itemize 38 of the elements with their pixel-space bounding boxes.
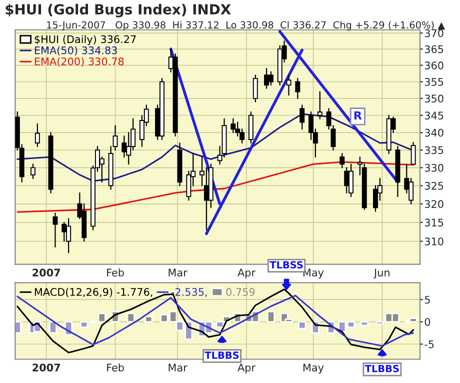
x-tick-label: May	[303, 364, 324, 374]
x-tick-label: 2007	[32, 364, 60, 372]
y-tick-label: 350	[424, 94, 444, 103]
x-tick-label: Apr	[238, 268, 256, 279]
y-tick-label: 315	[424, 218, 444, 227]
y-tick-label: 365	[424, 45, 444, 54]
y-tick-label: 370	[424, 29, 444, 38]
y-tick-label: 325	[424, 182, 444, 190]
legend-label: EMA(200) 330.78	[34, 57, 124, 67]
annotation: TLBSS	[270, 261, 303, 268]
x-tick-label: Apr	[238, 364, 256, 374]
y-tick-label: 335	[424, 146, 444, 154]
y-tick-label: 360	[424, 62, 444, 70]
y-tick-label: 330	[424, 164, 444, 172]
y-tick-label: -5	[424, 340, 434, 348]
annotation: TLBBS	[204, 352, 239, 359]
y-tick-label: 340	[424, 128, 444, 137]
annotation: R	[354, 111, 362, 120]
x-tick-label: Mar	[168, 364, 188, 372]
legend-label: EMA(50) 334.83	[34, 46, 117, 56]
chart-title: $HUI (Gold Bugs Index) INDX	[6, 4, 231, 18]
x-tick-label: Mar	[168, 268, 188, 276]
y-tick-label: 0	[424, 318, 430, 326]
legend-label: $HUI (Daily) 336.27	[34, 35, 136, 46]
y-tick-label: 320	[424, 200, 444, 208]
x-tick-label: Feb	[107, 268, 124, 276]
legend-label: -2.535,	[171, 288, 207, 297]
y-tick-label: 355	[424, 78, 444, 86]
chart-subtitle: 15-Jun-2007 Op 330.98 Hi 337.12 Lo 330.98 Cl 336.27 Chg +5.29 (+1.60%) ▲	[47, 21, 446, 30]
legend-label: 0.759	[226, 288, 255, 296]
y-tick-label: 345	[424, 112, 444, 120]
x-tick-label: 2007	[32, 268, 60, 276]
y-tick-label: 5	[424, 296, 430, 304]
x-tick-label: Jun	[373, 268, 390, 278]
legend-label: MACD(12,26,9) -1.776,	[34, 288, 152, 298]
y-tick-label: 310	[424, 237, 444, 246]
annotation: TLBBS	[364, 364, 399, 372]
x-tick-label: Feb	[107, 363, 124, 372]
